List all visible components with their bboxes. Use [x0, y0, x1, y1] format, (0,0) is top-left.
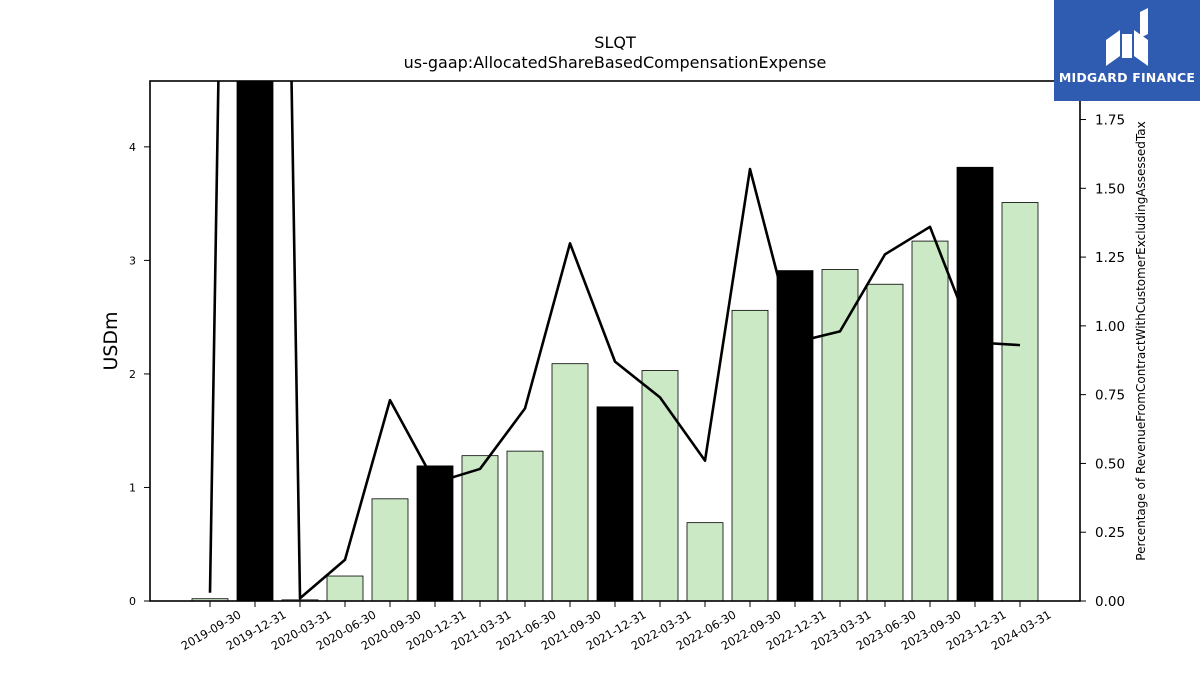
y2-tick-label: 0.00: [1095, 594, 1125, 610]
bar-2020-06-30: [326, 575, 364, 601]
chart-subtitle: us-gaap:AllocatedShareBasedCompensationE…: [404, 53, 827, 72]
bar-2022-03-31: [641, 370, 679, 601]
y-tick-label: 0: [129, 595, 136, 608]
bar-2023-03-31: [821, 269, 859, 601]
bar-2021-09-30: [551, 363, 589, 601]
bar-2022-09-30: [731, 309, 769, 601]
bar-2022-06-30: [686, 522, 724, 601]
bar-2024-03-31: [1001, 202, 1039, 601]
chart-title: SLQT: [594, 33, 636, 52]
y2-tick-label: 0.50: [1095, 456, 1125, 472]
bar-2020-09-30: [371, 498, 409, 601]
bar-2023-09-30: [911, 240, 949, 601]
bar-2020-12-31: [416, 465, 454, 601]
y2-tick-label: 1.00: [1095, 319, 1125, 335]
y2-tick-label: 0.25: [1095, 525, 1125, 541]
logo-text: MIDGARD FINANCE: [1058, 70, 1196, 85]
bar-2021-12-31: [596, 406, 634, 601]
y-tick-label: 2: [129, 368, 136, 381]
y2-tick-label: 1.25: [1095, 250, 1125, 266]
y2-axis-label: Percentage of RevenueFromContractWithCus…: [1134, 121, 1148, 560]
plot-clip-group: [191, 81, 1039, 601]
plot-area: 012340.000.250.500.751.001.251.501.75201…: [129, 80, 1125, 653]
y-axis-label: USDm: [100, 311, 122, 370]
bar-2023-12-31: [956, 166, 994, 601]
percentage-line: [208, 81, 1021, 600]
y2-tick-label: 1.50: [1095, 181, 1125, 197]
midgard-logo-icon: [1106, 8, 1148, 66]
bar-2021-06-30: [506, 450, 544, 601]
y-tick-label: 1: [129, 481, 136, 494]
y-tick-label: 3: [129, 254, 136, 267]
y2-tick-label: 1.75: [1095, 113, 1125, 129]
y2-tick-label: 0.75: [1095, 388, 1125, 404]
bar-2022-12-31: [776, 270, 814, 601]
bar-2021-03-31: [461, 455, 499, 601]
y-tick-label: 4: [129, 141, 136, 154]
bar-2023-06-30: [866, 283, 904, 601]
brand-logo: MIDGARD FINANCE: [1054, 0, 1200, 101]
bar-2019-12-31: [236, 81, 274, 601]
